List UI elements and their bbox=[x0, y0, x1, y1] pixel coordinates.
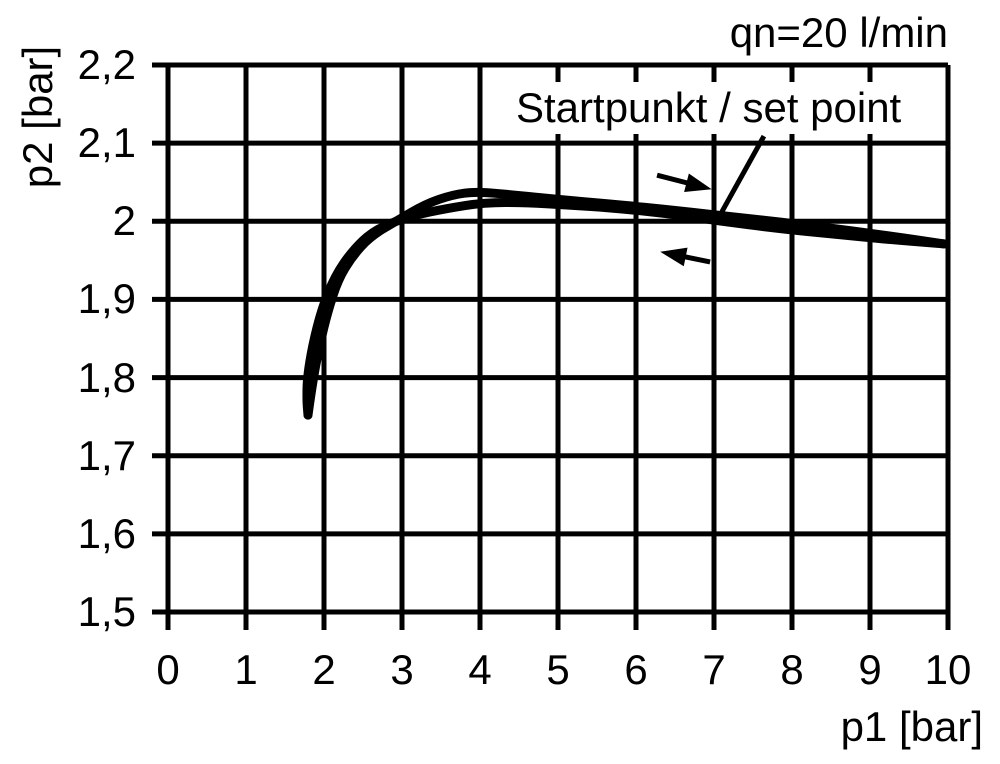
y-tick-label: 1,9 bbox=[77, 275, 136, 323]
y-tick-label: 2,1 bbox=[77, 119, 136, 167]
x-tick-label: 6 bbox=[624, 646, 648, 693]
x-tick-label: 3 bbox=[390, 646, 414, 693]
y-tick-label: 2 bbox=[112, 197, 136, 245]
x-tick-label: 7 bbox=[702, 646, 726, 693]
setpoint-leader-line bbox=[719, 134, 767, 214]
x-tick-label: 10 bbox=[924, 646, 972, 693]
x-tick-label: 0 bbox=[156, 646, 180, 693]
gridlines bbox=[152, 62, 951, 630]
y-tick-label: 1,6 bbox=[77, 509, 136, 557]
x-tick-label: 5 bbox=[546, 646, 570, 693]
x-axis-title: p1 [bar] bbox=[840, 703, 983, 750]
x-tick-label: 2 bbox=[312, 646, 336, 693]
flow-rate-label: qn=20 l/min bbox=[729, 9, 948, 56]
y-tick-label: 1,5 bbox=[77, 588, 136, 635]
curve-return bbox=[302, 198, 949, 420]
flow-direction-arrows bbox=[656, 172, 712, 267]
x-tick-label: 8 bbox=[780, 646, 804, 693]
forward-direction-arrow bbox=[656, 172, 712, 192]
return-direction-arrow bbox=[660, 247, 711, 267]
y-tick-label: 1,8 bbox=[77, 353, 136, 401]
y-tick-label: 2,2 bbox=[77, 41, 136, 88]
setpoint-label: Startpunkt / set point bbox=[510, 82, 908, 134]
x-tick-label: 4 bbox=[468, 646, 492, 693]
y-tick-label: 1,7 bbox=[77, 431, 136, 479]
x-tick-label: 1 bbox=[234, 646, 258, 693]
x-tick-label: 9 bbox=[858, 646, 882, 693]
curve-forward bbox=[303, 187, 949, 420]
